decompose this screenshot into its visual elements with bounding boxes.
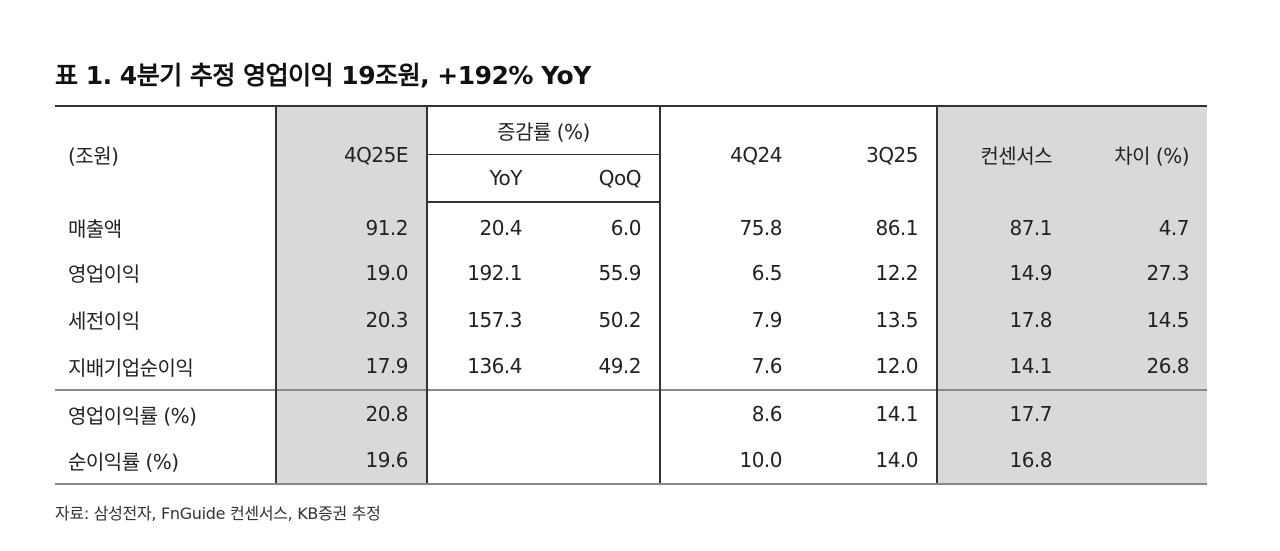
table-title: 표 1. 4분기 추정 영업이익 19조원, +192% YoY (55, 61, 591, 90)
cell-qoq: 50.2 (598, 307, 642, 332)
cell-qoq (540, 437, 661, 485)
header-qoq: QoQ (540, 154, 661, 203)
row-label: 매출액 (68, 217, 122, 241)
cell-consensus: 14.1 (936, 343, 1071, 390)
row-label: 세전이익 (68, 309, 140, 333)
table-row: 지배기업순이익 17.9 136.4 49.2 7.6 12.0 14.1 26.8 (55, 343, 1208, 390)
cell-yoy: 157.3 (426, 296, 540, 343)
cell-q3-25: 14.1 (800, 389, 938, 437)
cell-q4-24: 75.8 (659, 202, 801, 249)
cell-yoy: 192.1 (426, 249, 540, 296)
cell-q4-24: 10.0 (659, 437, 801, 485)
cell-diff: 14.5 (1070, 296, 1208, 343)
cell-yoy (426, 437, 540, 485)
cell-q4-25e: 20.8 (275, 389, 427, 437)
cell-diff: 4.7 (1070, 202, 1208, 249)
cell-qoq: 6.0 (610, 216, 642, 240)
cell-yoy: 136.4 (426, 343, 540, 390)
cell-q3-25: 12.2 (875, 260, 919, 285)
cell-diff (1070, 389, 1208, 437)
cell-qoq: 55.9 (598, 260, 642, 285)
table-row: 매출액 91.2 20.4 6.0 75.8 86.1 87.1 4.7 (55, 202, 1208, 249)
cell-yoy: 20.4 (426, 202, 540, 249)
cell-q3-25: 13.5 (875, 307, 919, 332)
cell-q4-24: 7.9 (659, 296, 801, 343)
cell-diff (1070, 437, 1208, 485)
row-label: 순이익률 (%) (55, 437, 276, 485)
cell-q4-25e: 19.6 (275, 437, 427, 485)
earnings-table: (조원) 4Q25E 증감률 (%) 4Q24 3Q25 컨센서스 차이 (%)… (55, 105, 1208, 485)
cell-consensus: 16.8 (936, 437, 1071, 485)
cell-q3-25: 12.0 (875, 354, 919, 378)
cell-diff: 26.8 (1070, 343, 1208, 390)
cell-q4-25e: 19.0 (275, 249, 427, 296)
row-label: 영업이익 (68, 262, 140, 286)
cell-consensus: 17.8 (936, 296, 1071, 343)
header-4q25e: 4Q25E (275, 105, 427, 202)
table-row: 영업이익 19.0 192.1 55.9 6.5 12.2 14.9 27.3 (55, 249, 1208, 296)
cell-q3-25: 86.1 (875, 215, 919, 240)
cell-consensus: 87.1 (936, 202, 1071, 249)
table-row: 영업이익률 (%) 20.8 8.6 14.1 17.7 (55, 389, 1208, 437)
header-4q24: 4Q24 (659, 105, 801, 202)
row-label: 영업이익률 (%) (55, 389, 276, 437)
cell-q4-25e: 20.3 (275, 296, 427, 343)
cell-q4-24: 8.6 (659, 389, 801, 437)
header-change-group: 증감률 (%) (425, 105, 661, 155)
cell-consensus: 17.7 (936, 389, 1071, 437)
table-row: 세전이익 20.3 157.3 50.2 7.9 13.5 17.8 14.5 (55, 296, 1208, 343)
cell-diff: 27.3 (1070, 249, 1208, 296)
header-3q25: 3Q25 (800, 105, 938, 202)
cell-consensus: 14.9 (936, 249, 1071, 296)
cell-qoq: 49.2 (598, 354, 642, 378)
source-footnote: 자료: 삼성전자, FnGuide 컨센서스, KB증권 추정 (55, 504, 381, 523)
header-diff: 차이 (%) (1070, 105, 1208, 202)
cell-q4-24: 6.5 (659, 249, 801, 296)
cell-q3-25: 14.0 (800, 437, 938, 485)
header-consensus: 컨센서스 (936, 105, 1071, 202)
cell-q4-25e: 91.2 (275, 202, 427, 249)
header-yoy: YoY (426, 154, 540, 203)
cell-q4-24: 7.6 (659, 343, 801, 390)
unit-label: (조원) (55, 105, 276, 202)
table-row: 순이익률 (%) 19.6 10.0 14.0 16.8 (55, 437, 1208, 485)
cell-yoy (426, 389, 540, 437)
cell-q4-25e: 17.9 (275, 343, 427, 390)
row-label: 지배기업순이익 (68, 355, 194, 380)
cell-qoq (540, 389, 661, 437)
